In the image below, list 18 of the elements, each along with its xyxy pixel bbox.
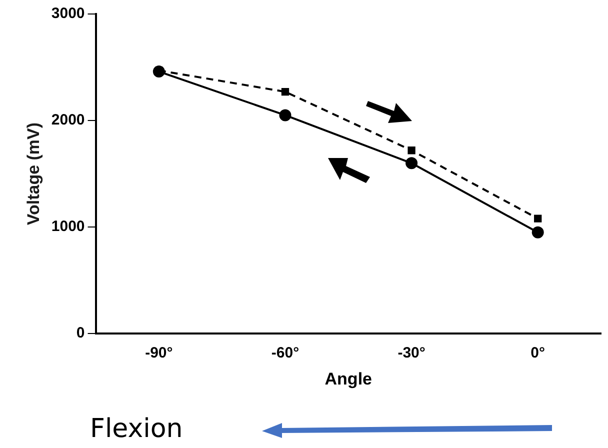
- point: [279, 109, 292, 122]
- x-axis-title: Angle: [324, 369, 372, 388]
- point: [532, 226, 544, 238]
- point: [281, 88, 290, 96]
- y-tick-label: 1000: [51, 218, 85, 236]
- x-tick-label: -30°: [398, 344, 426, 362]
- point: [406, 157, 418, 170]
- point: [408, 146, 416, 154]
- x-tick-label: 0°: [530, 344, 546, 362]
- y-tick-label: 2000: [51, 112, 85, 129]
- x-tick-label: -90°: [145, 344, 173, 362]
- point: [152, 66, 165, 78]
- x-tick-label: -60°: [271, 344, 300, 362]
- y-axis-title: Voltage (mV): [24, 122, 43, 226]
- y-tick-label: 0: [76, 324, 85, 342]
- text: Flexion: [90, 414, 183, 444]
- point: [534, 214, 542, 222]
- y-tick-label: 3000: [51, 5, 85, 22]
